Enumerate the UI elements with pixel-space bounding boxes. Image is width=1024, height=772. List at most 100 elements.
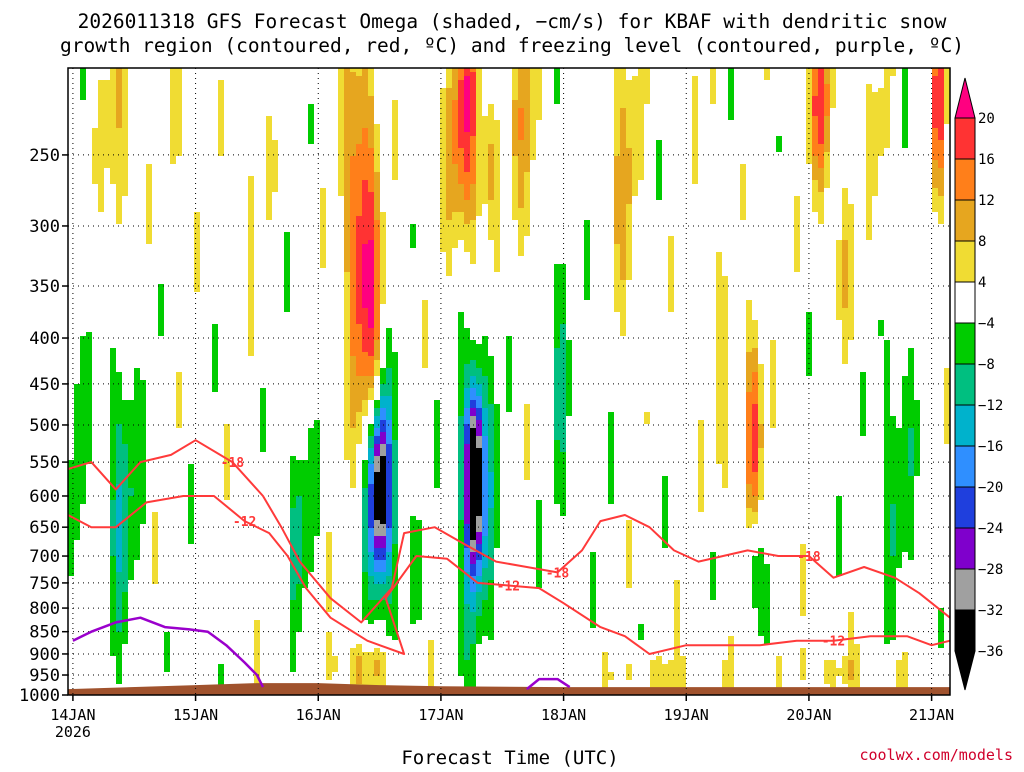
omega-cell bbox=[560, 340, 566, 344]
omega-cell bbox=[896, 676, 908, 680]
omega-cell bbox=[470, 196, 476, 200]
omega-cell bbox=[710, 552, 716, 556]
omega-cell bbox=[290, 592, 296, 596]
omega-cell bbox=[470, 568, 476, 572]
omega-cell bbox=[458, 468, 464, 472]
omega-cell bbox=[914, 460, 920, 464]
omega-cell bbox=[320, 212, 326, 216]
omega-cell bbox=[884, 460, 908, 464]
omega-cell bbox=[842, 208, 854, 212]
omega-cell bbox=[866, 204, 872, 208]
omega-cell bbox=[110, 620, 116, 624]
omega-cell bbox=[614, 300, 626, 304]
omega-cell bbox=[818, 156, 824, 160]
omega-cell bbox=[506, 372, 512, 376]
omega-cell bbox=[614, 168, 632, 172]
omega-cell bbox=[752, 484, 758, 488]
omega-cell bbox=[290, 604, 302, 608]
omega-cell bbox=[464, 456, 470, 460]
omega-cell bbox=[350, 268, 356, 272]
omega-cell bbox=[896, 684, 908, 688]
omega-cell bbox=[566, 376, 572, 380]
omega-cell bbox=[584, 264, 590, 268]
omega-cell bbox=[188, 520, 194, 524]
omega-cell bbox=[554, 312, 566, 316]
omega-cell bbox=[98, 104, 116, 108]
omega-cell bbox=[128, 452, 146, 456]
omega-cell bbox=[440, 104, 446, 108]
omega-cell bbox=[494, 152, 500, 156]
omega-cell bbox=[614, 256, 620, 260]
omega-cell bbox=[482, 388, 488, 392]
omega-cell bbox=[338, 80, 344, 84]
omega-cell bbox=[338, 116, 344, 120]
omega-cell bbox=[176, 416, 182, 420]
omega-cell bbox=[668, 304, 674, 308]
omega-cell bbox=[836, 300, 842, 304]
omega-cell bbox=[692, 136, 698, 140]
omega-cell bbox=[362, 296, 374, 300]
omega-cell bbox=[464, 152, 470, 156]
omega-cell bbox=[842, 320, 854, 324]
omega-cell bbox=[284, 272, 290, 276]
omega-cell bbox=[302, 520, 320, 524]
omega-cell bbox=[392, 552, 398, 556]
omega-cell bbox=[284, 296, 290, 300]
omega-cell bbox=[884, 476, 914, 480]
omega-cell bbox=[932, 96, 944, 100]
omega-cell bbox=[158, 308, 164, 312]
omega-cell bbox=[464, 640, 476, 644]
omega-cell bbox=[746, 364, 758, 368]
omega-cell bbox=[722, 660, 734, 664]
omega-cell bbox=[614, 176, 632, 180]
omega-cell bbox=[344, 312, 350, 316]
omega-cell bbox=[770, 360, 776, 364]
omega-cell bbox=[326, 656, 338, 660]
omega-cell bbox=[362, 472, 368, 476]
omega-cell bbox=[458, 348, 488, 352]
omega-cell bbox=[68, 564, 74, 568]
omega-cell bbox=[446, 168, 458, 172]
omega-cell bbox=[452, 76, 458, 80]
omega-cell bbox=[476, 188, 488, 192]
omega-cell bbox=[566, 352, 572, 356]
omega-cell bbox=[908, 348, 914, 352]
omega-cell bbox=[428, 640, 434, 644]
omega-cell bbox=[884, 408, 890, 412]
omega-cell bbox=[494, 512, 500, 516]
omega-cell bbox=[758, 448, 764, 452]
omega-cell bbox=[356, 248, 362, 252]
omega-cell bbox=[812, 140, 818, 144]
omega-cell bbox=[488, 220, 500, 224]
omega-cell bbox=[662, 512, 668, 516]
omega-cell bbox=[158, 300, 164, 304]
omega-cell bbox=[512, 188, 518, 192]
y-tick-label: 500 bbox=[29, 416, 60, 436]
omega-cell bbox=[614, 248, 620, 252]
omega-cell bbox=[488, 496, 494, 500]
omega-cell bbox=[470, 604, 476, 608]
omega-cell bbox=[380, 440, 386, 444]
omega-cell bbox=[902, 404, 920, 408]
omega-cell bbox=[812, 96, 824, 100]
omega-cell bbox=[98, 184, 104, 188]
omega-cell bbox=[836, 556, 842, 560]
omega-cell bbox=[602, 656, 608, 660]
omega-cell bbox=[698, 480, 704, 484]
omega-cell bbox=[446, 188, 464, 192]
omega-cell bbox=[482, 564, 488, 568]
omega-cell bbox=[938, 128, 944, 132]
omega-cell bbox=[656, 176, 662, 180]
omega-cell bbox=[110, 176, 128, 180]
y-tick-label: 450 bbox=[29, 375, 60, 395]
omega-cell bbox=[476, 160, 488, 164]
omega-cell bbox=[368, 188, 374, 192]
omega-cell bbox=[260, 424, 266, 428]
omega-cell bbox=[458, 372, 464, 376]
omega-cell bbox=[620, 332, 626, 336]
omega-cell bbox=[764, 76, 770, 80]
omega-cell bbox=[110, 516, 116, 520]
omega-cell bbox=[248, 324, 254, 328]
omega-cell bbox=[374, 568, 386, 572]
